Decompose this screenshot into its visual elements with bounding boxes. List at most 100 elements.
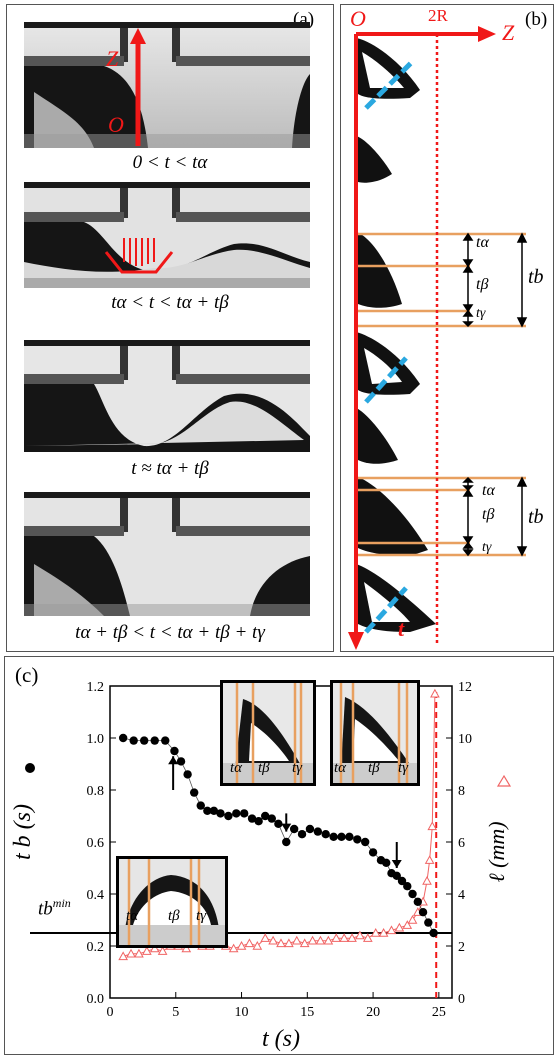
ell-point (362, 933, 373, 942)
bracket-1-tbeta: tβ (476, 276, 489, 293)
tb-point (424, 918, 433, 927)
ell-point (315, 935, 326, 945)
chart-ticks: 0 5 10 15 20 25 0.0 0.2 0.4 0.6 0.8 1.0 1.2 0 2 4 6 8 10 12 (30, 680, 472, 1020)
ell-point (276, 938, 286, 948)
tb-point (150, 736, 159, 745)
ell-point (268, 935, 278, 945)
tb-point (282, 837, 291, 847)
tb-point (216, 809, 225, 818)
nozzle-frame-3 (24, 340, 310, 452)
inset-3-image (333, 683, 417, 783)
frame-3-image (24, 340, 310, 452)
bracket-2-ta: tα (482, 482, 495, 499)
y-right-tick-label: 0 (458, 992, 465, 1007)
tb-point (329, 832, 338, 841)
tb-point (196, 801, 205, 810)
frame-1-axes (130, 28, 146, 146)
tb-series (118, 733, 438, 938)
inset-2-ta: tα (230, 760, 243, 776)
x-tick-label: 5 (172, 1005, 179, 1020)
tb-point (408, 889, 417, 899)
nozzle-frame-2 (24, 182, 310, 288)
y-left-tick-label: 0.0 (87, 992, 105, 1007)
y-left-axis-title: t b (s) (10, 804, 36, 860)
panel-c-label: (c) (15, 663, 39, 687)
inset-1-tg: tγ (196, 908, 207, 924)
tbmin-label-sup: min (52, 896, 71, 910)
tb-point (209, 806, 219, 815)
tb-point (254, 817, 263, 826)
ell-point (157, 946, 168, 955)
ell-point (427, 821, 438, 831)
tb-point (397, 876, 407, 886)
ell-point (126, 948, 136, 958)
bracket-1-ta: tα (476, 234, 489, 251)
inset-pointer-arrowhead (168, 756, 179, 765)
inset-1-ta: tα (126, 908, 139, 924)
y-left-legend-dot (25, 763, 35, 773)
y-right-tick-label: 4 (458, 888, 465, 903)
timing-lines (356, 232, 526, 557)
chart-labels: t (s) t b (s) ℓ (mm) (10, 756, 512, 1052)
tb-point (382, 858, 391, 867)
caption-3: t ≈ tα + tβ (131, 458, 209, 479)
x-tick-label: 10 (235, 1005, 249, 1020)
y-right-legend-triangle (496, 774, 512, 787)
inset-2-tb: tβ (258, 760, 270, 776)
tb-point (140, 736, 149, 745)
tb-point (176, 757, 186, 766)
inset-3 (330, 680, 420, 786)
ell-point (284, 938, 294, 948)
ell-point (244, 938, 255, 948)
z-arrow-head (130, 28, 146, 44)
tb-point (118, 733, 128, 743)
inset-2-image (223, 683, 313, 783)
ell-point (430, 688, 440, 698)
ell-point (141, 946, 152, 955)
panel-b-origin: O (350, 6, 366, 31)
inset-3-tb: tβ (368, 760, 380, 776)
ell-point (291, 935, 302, 945)
y-left-tick-label: 1.0 (87, 732, 105, 747)
panel-b-2r: 2R (428, 6, 448, 25)
tb-point (267, 814, 276, 823)
ell-point (394, 922, 405, 932)
tb-point (170, 746, 179, 756)
bracket-2-tg: tγ (482, 540, 492, 555)
y-right-tick-label: 6 (458, 836, 465, 851)
tbmin-label-main: tb (38, 898, 53, 920)
inset-1-tb: tβ (168, 908, 180, 924)
y-left-tick-label: 0.4 (87, 888, 105, 903)
tb-point (203, 806, 212, 815)
ell-point (370, 927, 381, 937)
frame-1-axis-o: O (108, 112, 124, 137)
bracket-1-tg: tγ (476, 306, 486, 321)
bracket-1-tb: tb (528, 266, 544, 288)
tb-point (360, 837, 370, 847)
y-right-tick-label: 8 (458, 784, 465, 799)
ell-point (260, 933, 271, 942)
nozzle-frame-4 (24, 492, 310, 616)
inset-2-tg: tγ (292, 760, 303, 776)
frame-2-arrows (104, 238, 174, 274)
tb-point (305, 824, 315, 834)
tb-point (337, 832, 346, 841)
y-right-tick-label: 10 (458, 732, 472, 747)
contact-line-markers (364, 60, 414, 634)
x-axis-title: t (s) (262, 1026, 300, 1052)
caption-2: tα < t < tα + tβ (111, 292, 229, 313)
panel-b-axis-z: Z (502, 20, 515, 45)
x-tick-label: 15 (300, 1005, 314, 1020)
ell-point (355, 930, 365, 940)
ell-point (181, 943, 192, 953)
ell-point (424, 855, 435, 864)
ell-point (347, 933, 357, 942)
z-axis-arrowhead (478, 26, 496, 42)
ell-point (339, 933, 349, 942)
tb-point (353, 835, 362, 844)
tb-point (297, 830, 307, 839)
tb-point (429, 928, 438, 938)
red-pressure-arrows (104, 238, 174, 274)
inset-pointer-arrowhead (391, 860, 402, 868)
inset-1 (116, 856, 228, 948)
